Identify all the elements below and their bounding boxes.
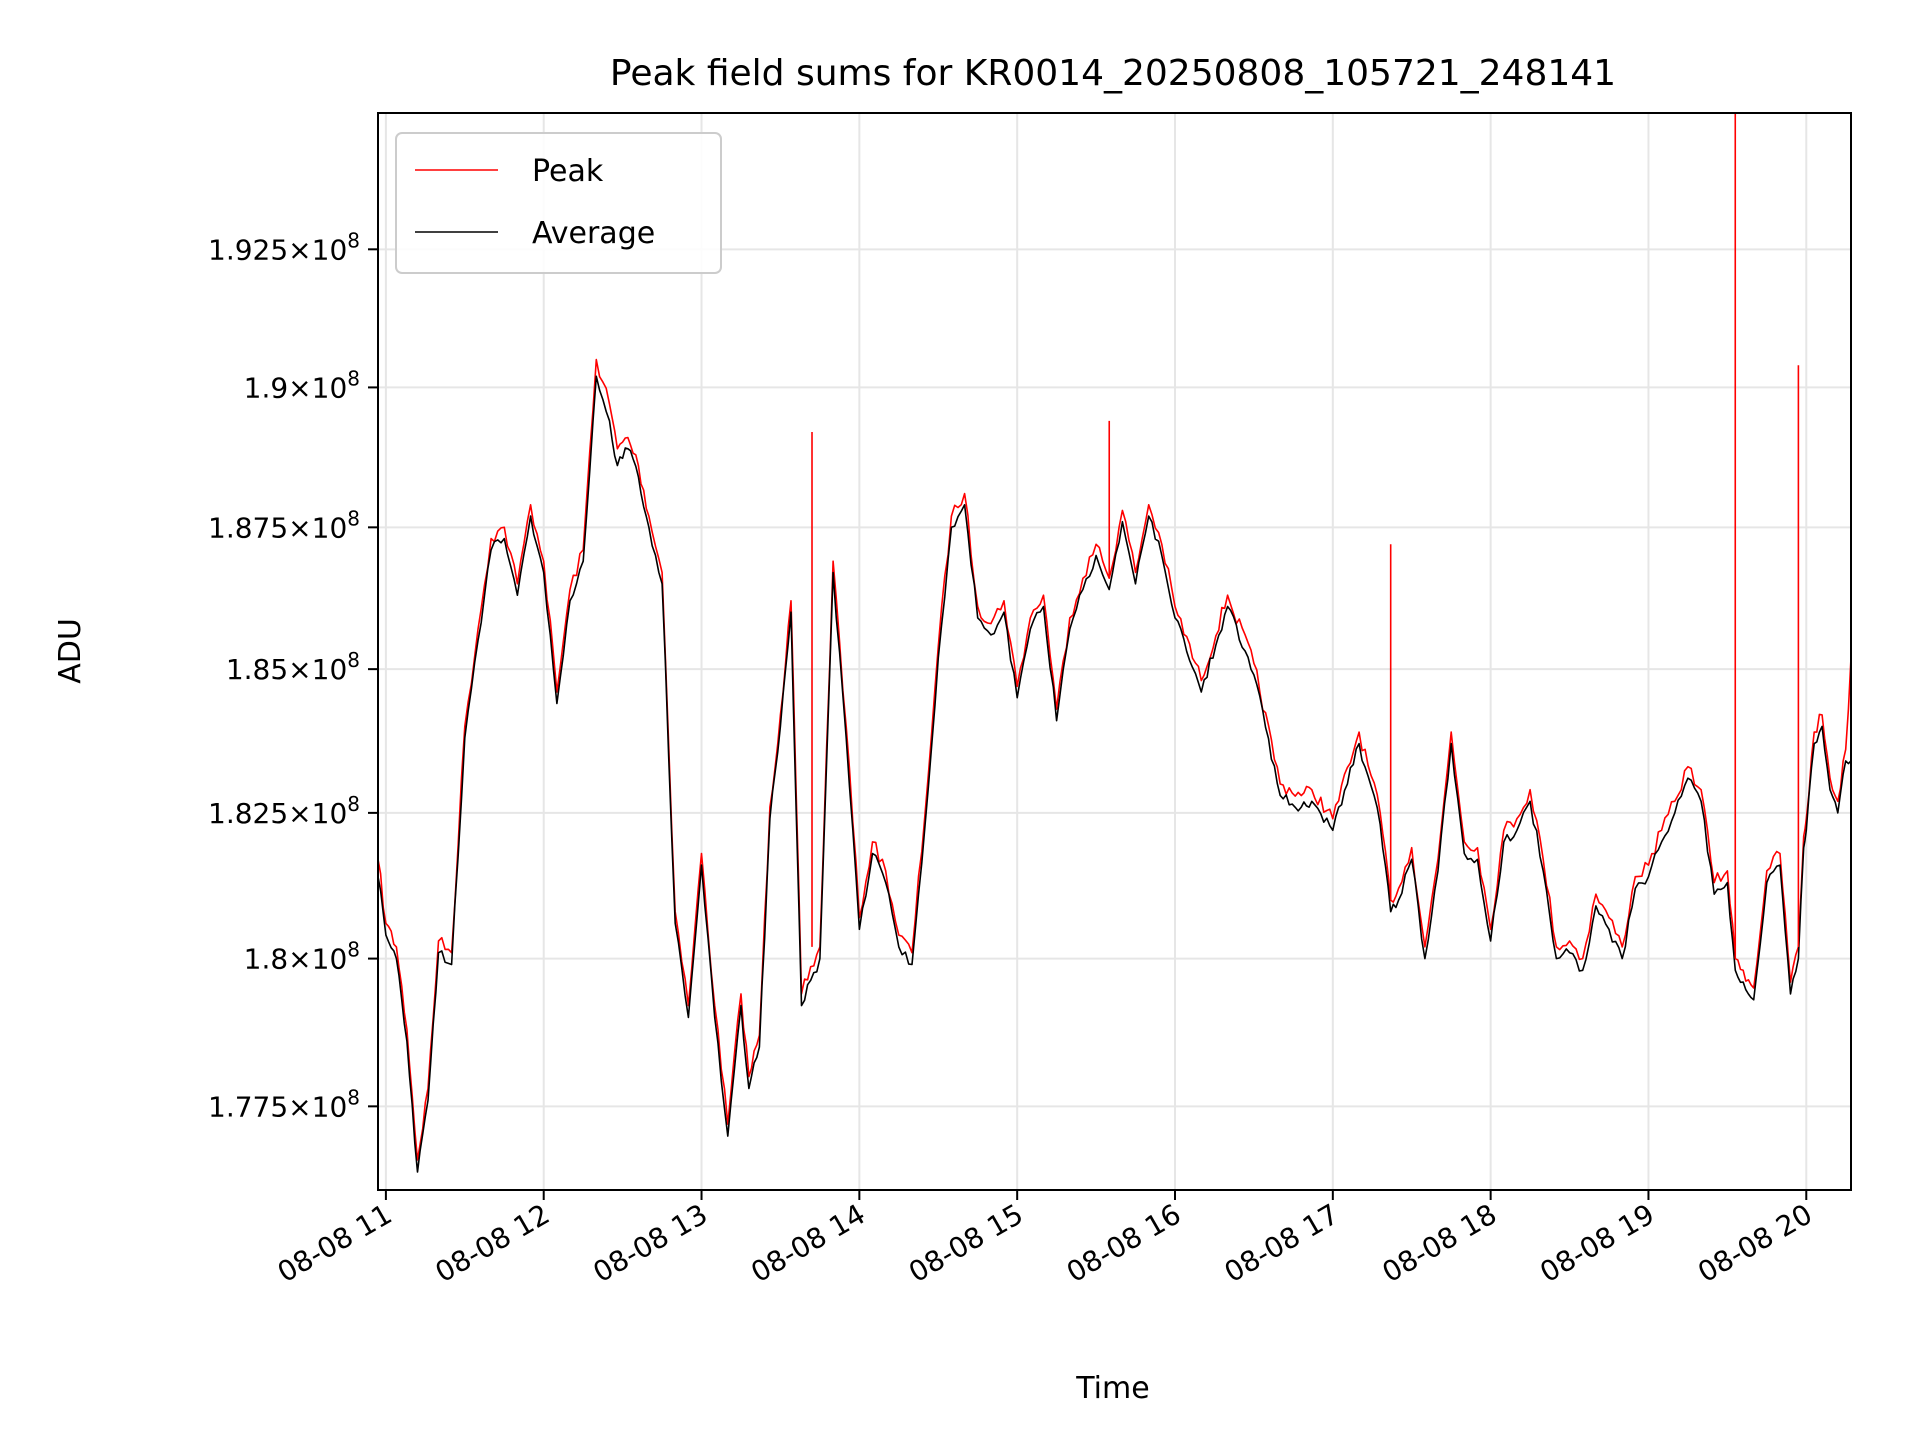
legend-box (395, 132, 722, 274)
series-line-peak (378, 358, 1851, 1161)
y-tick-label: 1.825×108 (208, 792, 360, 830)
y-tick-label: 1.85×108 (226, 648, 360, 686)
y-tick-label: 1.925×108 (208, 228, 360, 266)
legend-label-peak: Peak (532, 154, 604, 189)
grid (378, 113, 1851, 1190)
series-line-average (378, 375, 1851, 1173)
x-axis-label: Time (1075, 1371, 1149, 1406)
y-tick-label: 1.875×108 (208, 506, 360, 544)
chart-title: Peak field sums for KR0014_20250808_1057… (610, 53, 1616, 94)
legend-label-average: Average (532, 216, 655, 251)
y-axis-label: ADU (53, 618, 88, 684)
y-axis: 1.775×108 1.8×108 1.825×108 1.85×108 1.875×1… (208, 228, 378, 1123)
y-tick-label: 1.775×108 (208, 1085, 360, 1123)
plot-lines (378, 113, 1851, 1173)
y-tick-label: 1.9×108 (244, 366, 360, 404)
y-tick-label: 1.8×108 (244, 938, 360, 976)
legend: Peak Average (395, 132, 722, 274)
plot-frame (377, 112, 1852, 1191)
